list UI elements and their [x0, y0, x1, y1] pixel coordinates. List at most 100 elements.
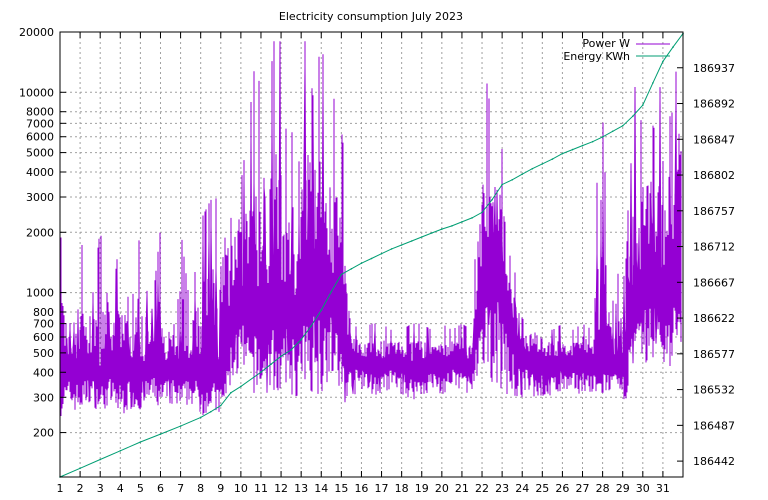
energy-point	[431, 232, 433, 234]
energy-point	[280, 355, 282, 358]
x-tick-label: 15	[334, 482, 348, 495]
x-tick-label: 3	[97, 482, 104, 495]
energy-point	[521, 173, 523, 175]
x-tick-label: 17	[375, 482, 389, 495]
energy-point	[652, 82, 654, 84]
x-tick-label: 8	[197, 482, 204, 495]
chart-title: Electricity consumption July 2023	[279, 10, 463, 23]
y2-tick-label: 186667	[693, 276, 735, 289]
y-tick-label: 300	[33, 391, 54, 404]
y-tick-label: 7000	[26, 117, 54, 130]
x-tick-label: 29	[616, 482, 630, 495]
x-tick-label: 27	[576, 482, 590, 495]
y-tick-label: 1000	[26, 287, 54, 300]
x-tick-label: 31	[656, 482, 670, 495]
energy-point	[310, 325, 313, 327]
legend-label-energy: Energy KWh	[563, 50, 630, 63]
energy-point	[441, 228, 443, 230]
y-tick-label: 200	[33, 427, 54, 440]
energy-point	[350, 268, 353, 270]
x-tick-label: 1	[57, 482, 64, 495]
legend-label-power: Power W	[582, 37, 630, 50]
energy-point	[461, 221, 463, 223]
power-series	[60, 41, 682, 416]
x-tick-label: 30	[636, 482, 650, 495]
x-tick-label: 12	[274, 482, 288, 495]
energy-series	[59, 32, 684, 478]
energy-point	[240, 385, 242, 388]
energy-point	[270, 363, 272, 366]
energy-point	[370, 257, 373, 260]
x-tick-label: 5	[137, 482, 144, 495]
x-tick-label: 26	[555, 482, 569, 495]
y-tick-label: 10000	[19, 86, 54, 99]
x-tick-label: 20	[435, 482, 449, 495]
y2-tick-label: 186757	[693, 205, 735, 218]
energy-point	[320, 309, 323, 311]
x-tick-label: 7	[177, 482, 184, 495]
y2-tick-label: 186892	[693, 98, 735, 111]
energy-point	[159, 433, 162, 435]
y-tick-label: 800	[33, 306, 54, 319]
x-tick-label: 14	[314, 482, 328, 495]
y-tick-label: 600	[33, 331, 54, 344]
energy-point	[451, 225, 453, 227]
x-tick-label: 19	[415, 482, 429, 495]
energy-point	[601, 136, 604, 138]
energy-point	[642, 104, 644, 106]
energy-point	[420, 236, 423, 238]
power-series-line	[60, 41, 682, 416]
energy-point	[481, 211, 483, 214]
y-tick-label: 2000	[26, 226, 54, 239]
energy-point	[511, 179, 513, 181]
y2-tick-label: 186487	[693, 419, 735, 432]
grid-layer	[59, 31, 683, 477]
x-tick-label: 21	[455, 482, 469, 495]
x-tick-label: 23	[495, 482, 509, 495]
energy-point	[209, 411, 212, 413]
x-tick-label: 22	[475, 482, 489, 495]
energy-point	[581, 144, 584, 147]
x-tick-label: 9	[217, 482, 224, 495]
energy-point	[260, 371, 262, 373]
plot-frame	[59, 31, 684, 478]
y2-tick-label: 186532	[693, 384, 735, 397]
x-tick-label: 4	[117, 482, 124, 495]
legend: Power W Energy KWh	[563, 37, 670, 63]
x-tick-label: 2	[77, 482, 84, 495]
y-tick-label: 3000	[26, 191, 54, 204]
energy-point	[360, 262, 363, 265]
energy-point	[591, 140, 594, 143]
energy-point	[300, 338, 303, 341]
x-tick-label: 25	[535, 482, 549, 495]
y-tick-label: 8000	[26, 106, 54, 119]
energy-point	[179, 425, 182, 427]
x-tick-label: 18	[395, 482, 409, 495]
y2-tick-label: 186847	[693, 133, 735, 146]
energy-point	[99, 458, 101, 461]
energy-point	[410, 240, 413, 242]
y2-tick-label: 186622	[693, 312, 735, 325]
energy-point	[621, 125, 624, 127]
energy-point	[119, 450, 122, 452]
energy-point	[400, 244, 403, 246]
y2-tick-label: 186937	[693, 62, 735, 75]
energy-point	[662, 60, 664, 63]
y-tick-label: 500	[33, 347, 54, 360]
energy-point	[471, 217, 473, 219]
x-tick-label: 6	[157, 482, 164, 495]
energy-point	[380, 252, 383, 255]
energy-point	[230, 392, 232, 394]
energy-point	[561, 152, 564, 155]
x-tick-label: 11	[254, 482, 268, 495]
y-tick-label: 4000	[26, 166, 54, 179]
energy-point	[290, 349, 292, 351]
y-tick-label: 6000	[26, 131, 54, 144]
energy-point	[330, 291, 333, 293]
energy-point	[541, 163, 544, 165]
y2-tick-label: 186712	[693, 241, 735, 254]
x-tick-label: 16	[354, 482, 368, 495]
y-tick-label: 5000	[26, 147, 54, 160]
energy-point	[531, 167, 534, 170]
